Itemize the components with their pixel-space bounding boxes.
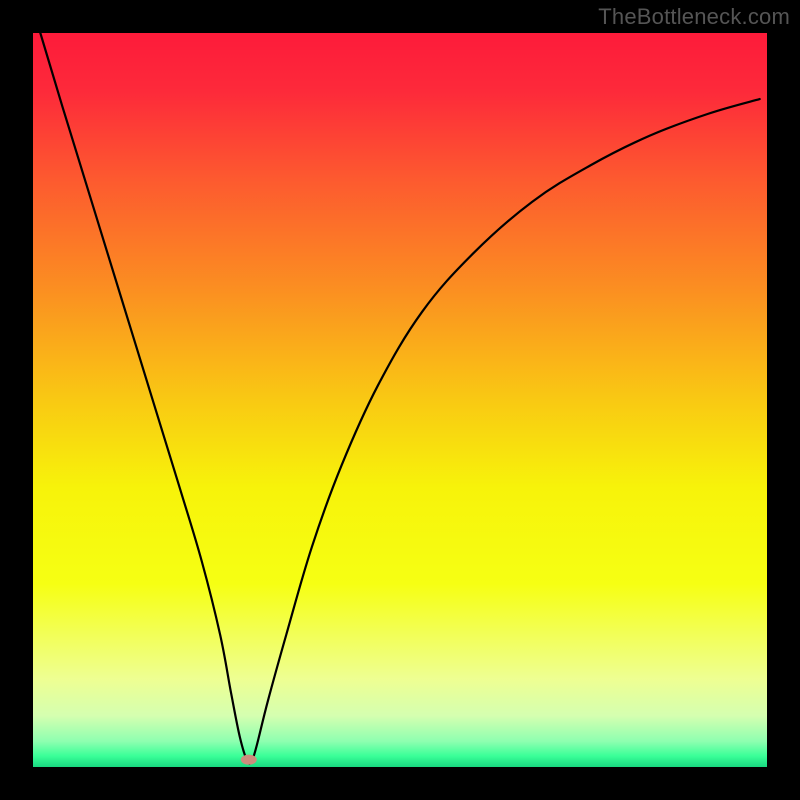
bottleneck-chart bbox=[0, 0, 800, 800]
chart-background bbox=[33, 33, 767, 767]
watermark-label: TheBottleneck.com bbox=[598, 4, 790, 30]
optimal-point-marker bbox=[241, 755, 257, 765]
